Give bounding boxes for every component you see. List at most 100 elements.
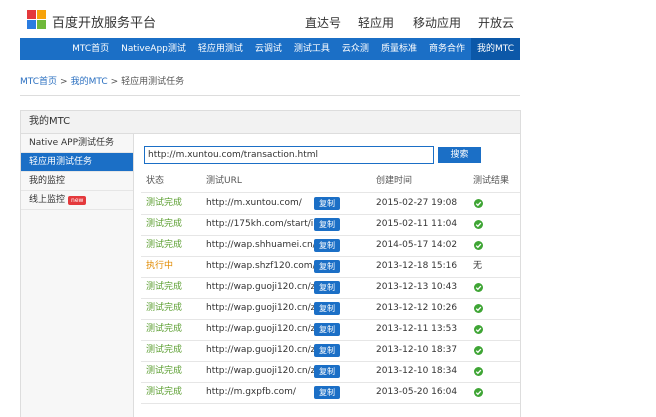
copy-button[interactable]: 复制 (314, 386, 340, 399)
status: 执行中 (146, 261, 174, 271)
status: 测试完成 (146, 303, 183, 313)
created-time: 2013-12-18 15:16 (376, 261, 458, 271)
status: 测试完成 (146, 387, 183, 397)
table-row: 测试完成 http://m.gxpfb.com/复制 2013-05-20 16:0… (141, 382, 520, 404)
sidebar-item[interactable]: Native APP测试任务 (21, 134, 133, 153)
url: http://wap.guoji120.cn/zt... (206, 366, 316, 376)
copy-button[interactable]: 复制 (314, 197, 340, 210)
menu-item[interactable]: 商务合作 (428, 44, 465, 54)
table-row: 测试完成 http://wap.shhuamei.cn/sp...复制 2014-0… (141, 235, 520, 257)
created-time: 2013-12-11 13:53 (376, 324, 458, 334)
menu-item[interactable]: 云调试 (254, 44, 282, 54)
logo-icon (27, 10, 46, 29)
table-row: 测试完成 http://wap.guoji120.cn/zt... 复制 2013-1… (141, 298, 520, 320)
sidebar-label: Native APP测试任务 (29, 138, 115, 148)
pass-icon (474, 199, 483, 208)
menu-item[interactable]: NativeApp测试 (121, 44, 186, 54)
table-row: 执行中 http://wap.shzf120.com/ww复制 2013-12-18… (141, 256, 520, 278)
menu-item[interactable]: 云众测 (341, 44, 369, 54)
pass-icon (474, 325, 483, 334)
main-menu: MTC首页 NativeApp测试 轻应用测试 云调试 测试工具 云众测 质量标准 商务合作我… (20, 38, 520, 60)
sidebar-item[interactable]: 轻应用测试任务 (21, 153, 133, 172)
copy-button[interactable]: 复制 (314, 302, 340, 315)
nav-link[interactable]: 移动应用 (413, 16, 462, 30)
panel: 我的MTC Native APP测试任务 轻应用测试任务 我的监控线上监控 new h… (20, 110, 521, 417)
table-row: 测试完成 http://wap.guoji120.cn/zt... 复制 2013-1… (141, 277, 520, 299)
search-input[interactable]: http://m.xuntou.com/transaction.html (144, 146, 434, 164)
pass-icon (474, 346, 483, 355)
table-row: 测试完成 http://m.xuntou.com/复制 2015-02-27 19:… (141, 193, 520, 215)
table-row: 测试完成 http://175kh.com/start/in... 复制 2015-0… (141, 214, 520, 236)
created-time: 2013-12-13 10:43 (376, 282, 458, 292)
sidebar-label: 线上监控 (29, 195, 66, 205)
status: 测试完成 (146, 240, 183, 250)
copy-button[interactable]: 复制 (314, 239, 340, 252)
new-badge: new (68, 196, 87, 205)
table-row: 测试完成 http://wap.guoji120.cn/zt... 复制 2013-1… (141, 319, 520, 341)
created-time: 2014-05-17 14:02 (376, 240, 458, 250)
result: 无 (473, 261, 483, 271)
sidebar-item[interactable]: 我的监控 (21, 172, 133, 191)
pass-icon (474, 241, 483, 250)
url: http://175kh.com/start/in... (206, 219, 316, 229)
status: 测试完成 (146, 345, 183, 355)
column-header: 测试结果 (473, 176, 510, 186)
pass-icon (474, 220, 483, 229)
table-row: 测试完成 http://wap.guoji120.cn/zt... 复制 2013-1… (141, 340, 520, 362)
status: 测试完成 (146, 324, 183, 334)
status: 测试完成 (146, 198, 183, 208)
breadcrumb-item: 轻应用测试任务 (121, 77, 185, 87)
status: 测试完成 (146, 282, 183, 292)
copy-button[interactable]: 复制 (314, 218, 340, 231)
breadcrumb-item[interactable]: MTC首页 (20, 77, 58, 87)
pass-icon (474, 283, 483, 292)
nav-link[interactable]: 轻应用 (358, 16, 395, 30)
url: http://wap.guoji120.cn/zt... (206, 345, 316, 355)
copy-button[interactable]: 复制 (314, 365, 340, 378)
nav-link[interactable]: 直达号 (305, 16, 342, 30)
column-header: 测试URL (206, 176, 242, 186)
url: http://m.gxpfb.com/ (206, 387, 296, 397)
sidebar-item[interactable]: 线上监控 new (21, 191, 133, 210)
table-row: 测试完成 http://wap.guoji120.cn/zt... 复制 2013-1… (141, 361, 520, 383)
breadcrumb-separator: > (110, 77, 119, 87)
sidebar-label: 轻应用测试任务 (29, 157, 93, 167)
created-time: 2013-12-10 18:37 (376, 345, 458, 355)
created-time: 2015-02-11 11:04 (376, 219, 458, 229)
created-time: 2013-05-20 16:04 (376, 387, 458, 397)
url: http://wap.shzf120.com/ww (206, 261, 316, 271)
pass-icon (474, 367, 483, 376)
menu-item[interactable]: 质量标准 (380, 44, 417, 54)
copy-button[interactable]: 复制 (314, 344, 340, 357)
divider (20, 95, 520, 96)
sidebar: Native APP测试任务 轻应用测试任务 我的监控线上监控 new (21, 134, 134, 417)
menu-item[interactable]: 我的MTC (470, 38, 520, 60)
created-time: 2013-12-10 18:34 (376, 366, 458, 376)
url: http://wap.guoji120.cn/zt... (206, 282, 316, 292)
created-time: 2013-12-12 10:26 (376, 303, 458, 313)
nav-link[interactable]: 开放云 (478, 16, 515, 30)
url: http://wap.guoji120.cn/zt... (206, 324, 316, 334)
url: http://wap.guoji120.cn/zt... (206, 303, 316, 313)
menu-item[interactable]: MTC首页 (72, 44, 110, 54)
search-button[interactable]: 搜索 (438, 147, 481, 163)
column-header: 创建时间 (376, 176, 413, 186)
column-header: 状态 (146, 176, 165, 186)
url: http://wap.shhuamei.cn/sp... (206, 240, 316, 250)
copy-button[interactable]: 复制 (314, 323, 340, 336)
menu-item[interactable]: 测试工具 (293, 44, 330, 54)
panel-title: 我的MTC (21, 111, 520, 134)
breadcrumb: MTC首页 > 我的MTC > 轻应用测试任务 (20, 74, 184, 87)
sidebar-label: 我的监控 (29, 176, 66, 186)
breadcrumb-item[interactable]: 我的MTC (70, 77, 108, 87)
breadcrumb-separator: > (60, 77, 68, 87)
menu-item[interactable]: 轻应用测试 (197, 44, 243, 54)
copy-button[interactable]: 复制 (314, 281, 340, 294)
status: 测试完成 (146, 219, 183, 229)
table-header: 状态 测试URL 创建时间 测试结果 (141, 171, 520, 193)
created-time: 2015-02-27 19:08 (376, 198, 458, 208)
url: http://m.xuntou.com/ (206, 198, 302, 208)
logo-text: 百度开放服务平台 (52, 16, 157, 31)
status: 测试完成 (146, 366, 183, 376)
copy-button[interactable]: 复制 (314, 260, 340, 273)
